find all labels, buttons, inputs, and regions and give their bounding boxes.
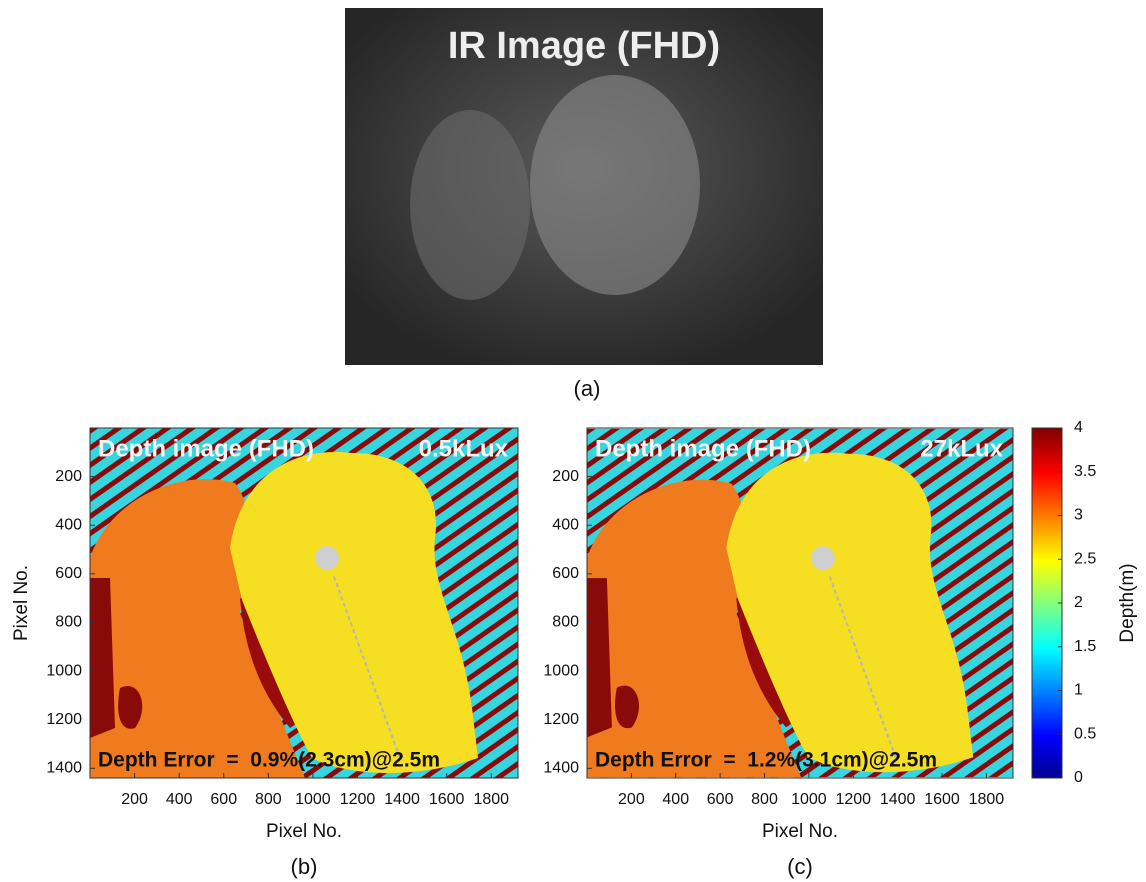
colorbar-tick-label: 1 [1074,682,1083,699]
y-tick-label: 1400 [46,759,82,776]
y-tick-label: 600 [55,565,82,582]
colorbar-label: Depth(m) [1117,563,1138,642]
overlay-title: Depth image (FHD) [98,435,314,462]
x-tick-label: 1400 [384,791,420,808]
y-tick-label: 1200 [543,711,579,728]
ir-face [530,75,700,295]
annotation: Depth Error = 0.9%(2.3cm)@2.5m [98,749,440,772]
annotation: Depth Error = 1.2%(3.1cm)@2.5m [595,749,937,772]
colorbar-tick-label: 0.5 [1074,725,1096,742]
x-tick-label: 400 [166,791,193,808]
overlay-condition: 0.5kLux [419,435,509,462]
x-axis-label: Pixel No. [266,821,342,842]
x-axis-label: Pixel No. [762,821,838,842]
figure: IR Image (FHD) (a) 200400600800100012001… [0,0,1146,882]
y-tick-label: 1200 [46,711,82,728]
caption: (c) [787,854,813,879]
colorbar-tick-label: 2 [1074,594,1083,611]
colorbar-tick-label: 1.5 [1074,638,1096,655]
overlay-title: Depth image (FHD) [595,435,811,462]
colorbar [1032,428,1062,778]
y-axis-label: Pixel No. [11,565,32,641]
x-tick-label: 1400 [880,791,916,808]
caption: (a) [574,376,601,401]
colorbar-tick-label: 3 [1074,507,1083,524]
x-tick-label: 800 [255,791,282,808]
x-tick-label: 1600 [924,791,960,808]
colorbar-tick-label: 4 [1074,419,1083,436]
y-tick-label: 1000 [46,662,82,679]
ir-face [410,110,530,300]
y-tick-label: 600 [552,565,579,582]
y-tick-label: 200 [552,468,579,485]
y-tick-label: 1000 [543,662,579,679]
x-tick-label: 1600 [429,791,465,808]
x-tick-label: 1800 [969,791,1005,808]
overlay-condition: 27kLux [920,435,1003,462]
y-tick-label: 200 [55,468,82,485]
x-tick-label: 200 [121,791,148,808]
x-tick-label: 1000 [295,791,331,808]
x-tick-label: 200 [618,791,645,808]
x-tick-label: 400 [662,791,689,808]
y-tick-label: 400 [55,516,82,533]
x-tick-label: 800 [751,791,778,808]
x-tick-label: 1800 [473,791,509,808]
colorbar-tick-label: 2.5 [1074,550,1096,567]
depth-panel: 200 400 600 800 1000 1200 1400 1600 1800 200 400 60… [543,428,1013,879]
ir-panel: IR Image (FHD) (a) [345,8,823,401]
x-tick-label: 1000 [791,791,827,808]
x-tick-label: 1200 [835,791,871,808]
ir-title: IR Image (FHD) [448,25,720,67]
y-tick-label: 800 [55,614,82,631]
x-tick-label: 1200 [340,791,376,808]
depth-panel: 200 400 600 800 1000 1200 1400 1600 1800 200 400 60… [11,428,518,879]
depth-image [587,429,1013,777]
y-tick-label: 400 [552,516,579,533]
y-tick-label: 800 [552,614,579,631]
x-tick-label: 600 [210,791,237,808]
colorbar-tick-label: 3.5 [1074,463,1096,480]
caption: (b) [291,854,318,879]
x-tick-label: 600 [707,791,734,808]
depth-image [90,428,518,778]
colorbar-tick-label: 0 [1074,769,1083,786]
y-tick-label: 1400 [543,759,579,776]
